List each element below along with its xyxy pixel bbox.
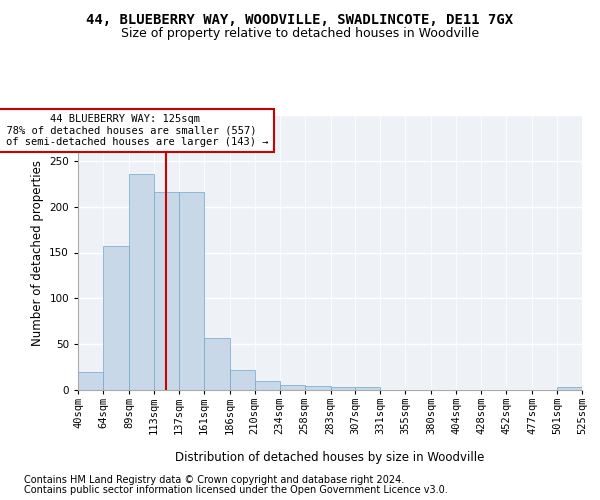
Bar (355, 387, 380, 390)
Bar (254, 381, 280, 390)
Text: Size of property relative to detached houses in Woodville: Size of property relative to detached ho… (121, 28, 479, 40)
Bar (280, 384, 305, 390)
Text: 44, BLUEBERRY WAY, WOODVILLE, SWADLINCOTE, DE11 7GX: 44, BLUEBERRY WAY, WOODVILLE, SWADLINCOT… (86, 12, 514, 26)
Text: Contains public sector information licensed under the Open Government Licence v3: Contains public sector information licen… (24, 485, 448, 495)
Bar (331, 387, 355, 390)
Bar (305, 386, 331, 390)
Bar (230, 370, 254, 390)
Bar (557, 387, 582, 390)
Bar (204, 338, 230, 390)
Bar (179, 192, 204, 390)
Text: 44 BLUEBERRY WAY: 125sqm
← 78% of detached houses are smaller (557)
20% of semi-: 44 BLUEBERRY WAY: 125sqm ← 78% of detach… (0, 114, 269, 147)
Text: Distribution of detached houses by size in Woodville: Distribution of detached houses by size … (175, 451, 485, 464)
Bar (103, 246, 129, 390)
Y-axis label: Number of detached properties: Number of detached properties (31, 160, 44, 346)
Bar (78, 372, 103, 390)
Bar (129, 174, 154, 390)
Text: Contains HM Land Registry data © Crown copyright and database right 2024.: Contains HM Land Registry data © Crown c… (24, 475, 404, 485)
Bar (154, 192, 179, 390)
